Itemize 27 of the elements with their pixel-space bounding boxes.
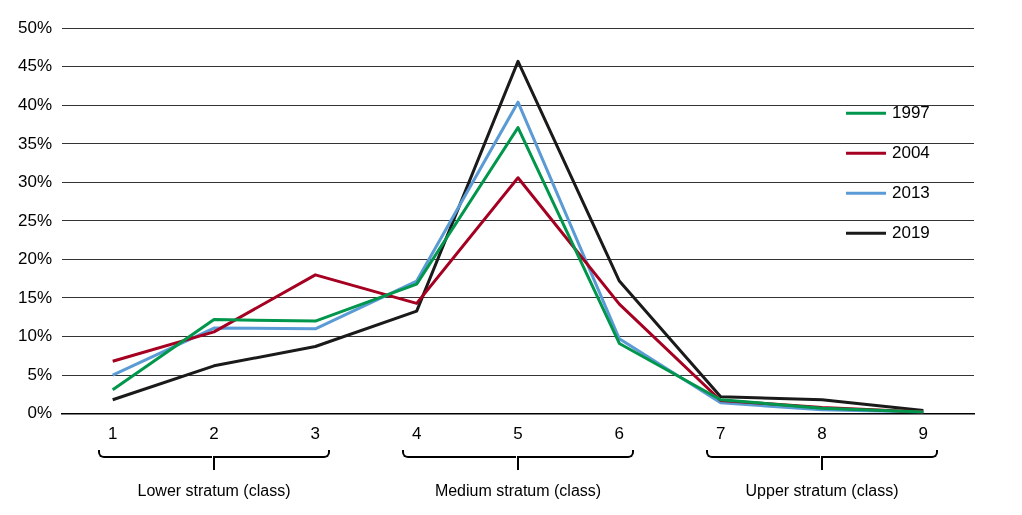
y-tick-label: 50%	[17, 17, 53, 37]
x-tick-label: 9	[918, 424, 929, 444]
x-tick-label: 6	[614, 424, 625, 444]
x-tick-label: 7	[715, 424, 726, 444]
x-tick-label: 4	[411, 424, 422, 444]
x-tick-label: 5	[513, 424, 523, 444]
legend-label: 1997	[892, 102, 930, 122]
legend-label: 2019	[892, 222, 930, 242]
x-tick-label: 2	[209, 424, 219, 444]
y-tick-label: 45%	[17, 56, 53, 76]
text: Medium stratum (class)	[433, 482, 603, 500]
y-tick-label: 35%	[17, 133, 53, 153]
y-tick-label: 10%	[17, 326, 53, 346]
legend-label: 2004	[892, 142, 930, 162]
y-tick-label: 5%	[27, 364, 53, 384]
y-tick-label: 25%	[17, 210, 53, 230]
y-tick-label: 30%	[17, 172, 53, 192]
text: Lower stratum (class)	[136, 482, 292, 500]
x-tick-label: 3	[310, 424, 321, 444]
y-tick-label: 0%	[27, 403, 53, 423]
text: Upper stratum (class)	[744, 482, 900, 500]
y-tick-label: 15%	[17, 287, 53, 307]
y-tick-label: 40%	[17, 94, 53, 114]
x-tick-label: 1	[107, 424, 118, 444]
x-tick-label: 8	[817, 424, 827, 444]
legend-label: 2013	[892, 182, 930, 202]
y-tick-label: 20%	[17, 249, 53, 269]
